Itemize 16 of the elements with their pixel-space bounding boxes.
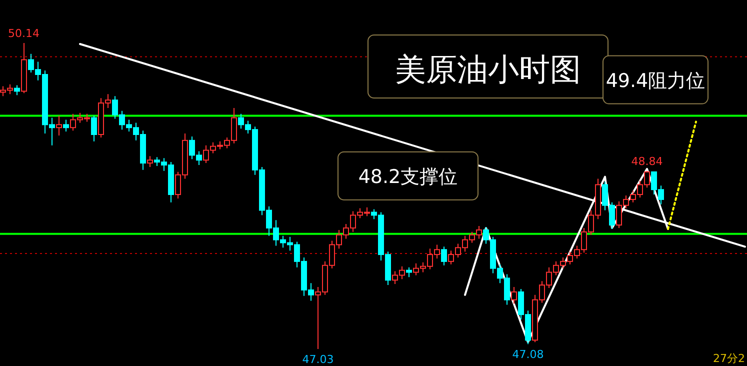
annotation: 47.03 — [302, 353, 334, 366]
candlestick — [63, 119, 69, 132]
text: 27分2 — [713, 352, 745, 365]
candlestick — [147, 156, 153, 168]
ref-line-label: 48.2支撑位 — [358, 166, 458, 188]
candlestick — [91, 115, 97, 142]
candlestick — [441, 246, 447, 266]
chart-title: 美原油小时图 — [395, 52, 581, 88]
candlestick — [56, 115, 62, 136]
annotation: 47.08 — [512, 348, 544, 362]
annotation: 50.14 — [8, 27, 40, 40]
candlestick — [14, 84, 20, 96]
candlestick — [406, 266, 412, 278]
annotation: 48.84 — [631, 154, 663, 168]
candlestick — [511, 286, 517, 304]
ref-line-label: 49.4阻力位 — [606, 70, 706, 92]
